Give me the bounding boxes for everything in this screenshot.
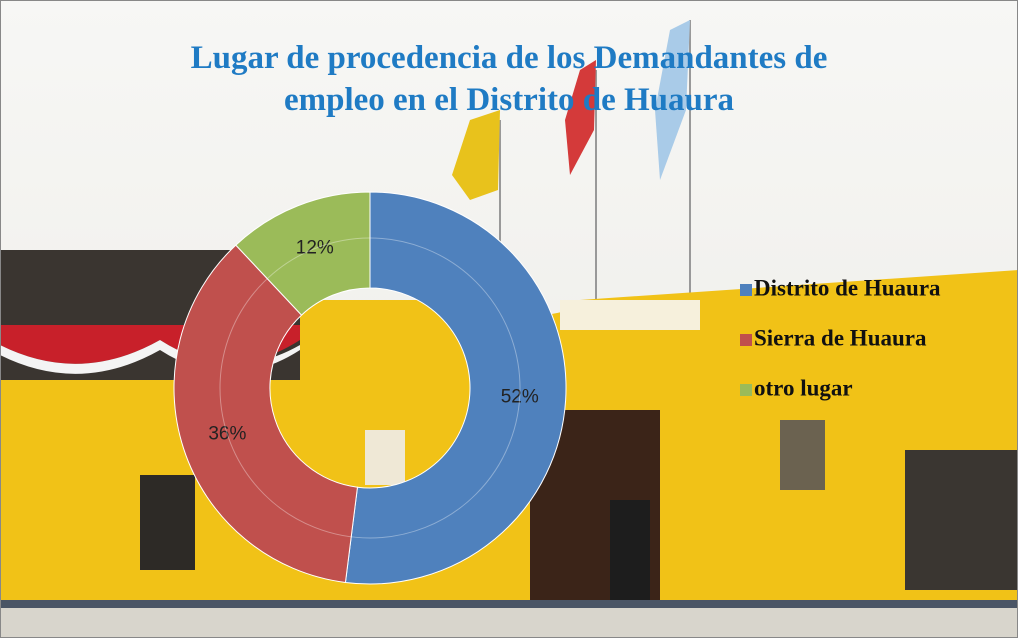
- donut-slice: [344, 191, 567, 585]
- donut-slice: [173, 244, 359, 584]
- legend-label: Distrito de Huaura: [754, 275, 941, 300]
- data-label: 36%: [208, 423, 246, 444]
- data-label: 52%: [501, 386, 539, 407]
- chart-title: empleo en el Distrito de Huaura: [284, 82, 734, 118]
- legend-label: otro lugar: [754, 375, 853, 400]
- ring-divider: [219, 237, 521, 539]
- legend-swatch: [740, 334, 752, 346]
- legend-label: Sierra de Huaura: [754, 325, 927, 350]
- donut-slice: [235, 191, 371, 316]
- chart-title: Lugar de procedencia de los Demandantes …: [191, 40, 828, 76]
- data-label: 12%: [296, 238, 334, 259]
- legend-swatch: [740, 284, 752, 296]
- legend: Distrito de Huaura Sierra de Huaura otro l…: [740, 275, 941, 400]
- donut: 52% 36% 12%: [173, 191, 567, 585]
- legend-swatch: [740, 384, 752, 396]
